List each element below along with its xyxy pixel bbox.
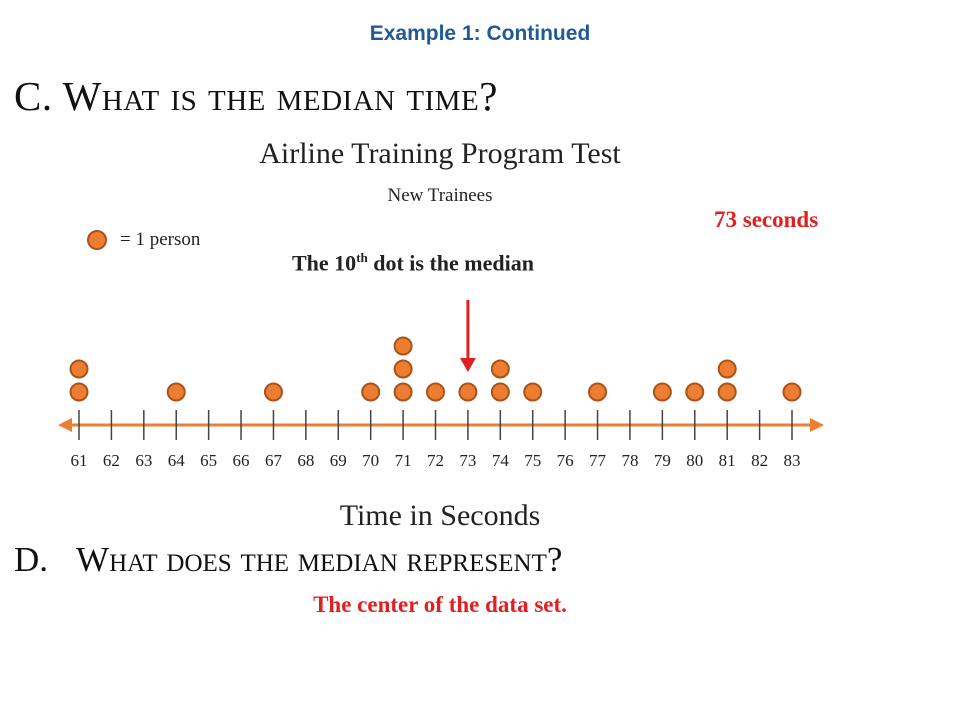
x-tick-label: 70	[362, 451, 379, 470]
x-tick-label: 76	[557, 451, 574, 470]
data-dot	[490, 382, 510, 402]
median-note-sup: th	[356, 250, 368, 265]
data-dot	[393, 382, 413, 402]
data-dot	[490, 359, 510, 379]
x-tick-label: 73	[459, 451, 476, 470]
chart-title: Airline Training Program Test	[259, 137, 621, 170]
question-d-letter: D.	[14, 540, 49, 579]
axis-arrow-right-icon	[810, 418, 824, 432]
data-dot	[685, 382, 705, 402]
data-dot	[426, 382, 445, 402]
x-tick-label: 78	[621, 451, 638, 470]
data-dot	[717, 382, 737, 402]
data-dot	[263, 382, 283, 402]
data-dot	[652, 382, 672, 402]
data-dot	[523, 382, 543, 402]
legend-text: = 1 person	[120, 229, 201, 250]
median-arrow-icon	[459, 358, 476, 372]
data-dot	[393, 336, 413, 356]
x-tick-label: 69	[330, 451, 347, 470]
x-tick-label: 71	[395, 451, 412, 470]
data-dot	[717, 359, 737, 379]
x-tick-label: 67	[265, 451, 283, 470]
dot-plot: 61 62 63 64 65 66 67 68 69 70 71 72 73 74 75 76 77 78 79 80…	[58, 300, 824, 470]
data-dot	[69, 382, 89, 402]
x-tick-label: 63	[135, 451, 152, 470]
x-tick-label: 66	[233, 451, 250, 470]
data-dot	[69, 359, 89, 379]
median-note: The 10th dot is the median	[292, 250, 534, 276]
median-note-before: The 10	[292, 250, 357, 276]
median-note-after: dot is the median	[367, 250, 534, 276]
x-tick-label: 64	[168, 451, 186, 470]
x-tick-label: 74	[492, 451, 510, 470]
example-header: Example 1: Continued	[369, 22, 591, 45]
data-dot	[782, 382, 802, 402]
data-dot	[166, 382, 186, 402]
x-tick-label: 80	[686, 451, 703, 470]
x-tick-label: 72	[427, 451, 444, 470]
x-tick-label: 61	[71, 451, 88, 470]
x-tick-label: 77	[589, 451, 607, 470]
x-tick-label: 81	[719, 451, 736, 470]
x-tick-label: 83	[784, 451, 801, 470]
x-tick-label: 75	[524, 451, 541, 470]
x-tick-label: 68	[297, 451, 314, 470]
data-dot	[588, 382, 608, 402]
answer-d: The center of the data set.	[313, 592, 567, 617]
legend-dot-icon	[87, 230, 107, 250]
chart-subtitle: New Trainees	[387, 185, 493, 206]
answer-c: 73 seconds	[714, 207, 819, 232]
question-d-text: What does the median represent?	[76, 540, 563, 579]
question-d: D. What does the median represent?	[14, 540, 562, 580]
question-c: C. What is the median time?	[14, 72, 498, 120]
x-tick-label: 82	[751, 451, 768, 470]
x-tick-label: 62	[103, 451, 120, 470]
data-dot	[361, 382, 381, 402]
data-dot	[393, 359, 413, 379]
x-axis-label: Time in Seconds	[339, 499, 541, 532]
x-tick-label: 65	[200, 451, 217, 470]
axis-arrow-left-icon	[58, 418, 72, 432]
question-c-letter: C.	[14, 73, 53, 119]
x-tick-label: 79	[654, 451, 671, 470]
question-c-text: What is the median time?	[62, 73, 498, 119]
data-dot	[458, 382, 478, 402]
